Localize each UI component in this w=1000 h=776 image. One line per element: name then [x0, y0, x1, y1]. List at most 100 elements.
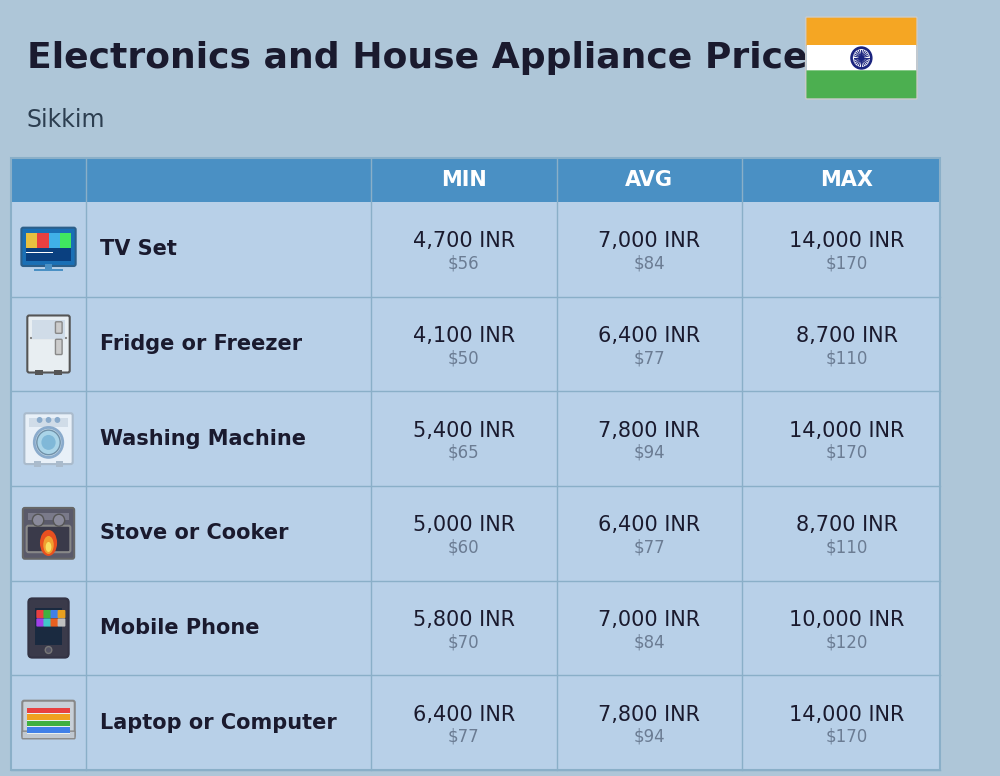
Bar: [54, 369, 62, 375]
Text: 7,800 INR: 7,800 INR: [598, 421, 700, 441]
Bar: [34, 461, 41, 467]
Text: 14,000 INR: 14,000 INR: [789, 231, 904, 251]
Bar: [11, 158, 940, 770]
Text: Stove or Cooker: Stove or Cooker: [100, 523, 288, 543]
Text: $120: $120: [825, 633, 868, 651]
Text: 5,000 INR: 5,000 INR: [413, 515, 515, 535]
Bar: [11, 675, 940, 770]
Text: $94: $94: [633, 728, 665, 746]
FancyBboxPatch shape: [55, 339, 62, 355]
Bar: [27, 715, 70, 720]
Text: 6,400 INR: 6,400 INR: [413, 705, 515, 725]
Circle shape: [55, 417, 60, 423]
Circle shape: [859, 56, 863, 60]
Text: $84: $84: [633, 633, 665, 651]
FancyBboxPatch shape: [27, 525, 70, 553]
FancyBboxPatch shape: [22, 731, 75, 739]
Text: $50: $50: [448, 349, 480, 367]
Bar: [35, 369, 43, 375]
FancyBboxPatch shape: [22, 701, 75, 737]
Text: TV Set: TV Set: [100, 239, 177, 259]
Ellipse shape: [43, 536, 54, 554]
Text: $60: $60: [448, 539, 480, 556]
Circle shape: [41, 435, 56, 450]
Bar: [60, 233, 71, 248]
Text: 8,700 INR: 8,700 INR: [796, 326, 898, 346]
Text: $65: $65: [448, 444, 480, 462]
Text: 4,700 INR: 4,700 INR: [413, 231, 515, 251]
Text: 14,000 INR: 14,000 INR: [789, 705, 904, 725]
Text: $77: $77: [633, 539, 665, 556]
Text: 14,000 INR: 14,000 INR: [789, 421, 904, 441]
Text: 6,400 INR: 6,400 INR: [598, 326, 700, 346]
Bar: [34, 269, 63, 272]
Bar: [11, 296, 940, 391]
Text: 10,000 INR: 10,000 INR: [789, 610, 904, 630]
Text: $170: $170: [826, 728, 868, 746]
Text: $170: $170: [826, 444, 868, 462]
Bar: [29, 418, 68, 427]
Bar: [28, 513, 69, 520]
Circle shape: [34, 428, 63, 457]
Bar: [11, 158, 940, 202]
Bar: [26, 233, 37, 248]
FancyBboxPatch shape: [58, 610, 65, 618]
Text: $56: $56: [448, 255, 480, 272]
Bar: [27, 708, 70, 713]
Bar: [11, 486, 940, 580]
Circle shape: [32, 514, 44, 526]
Text: 4,100 INR: 4,100 INR: [413, 326, 515, 346]
Text: 8,700 INR: 8,700 INR: [796, 515, 898, 535]
Bar: [49, 233, 60, 248]
Bar: [45, 264, 52, 272]
Bar: [11, 202, 940, 296]
Circle shape: [53, 514, 65, 526]
Bar: [26, 250, 71, 251]
Text: Washing Machine: Washing Machine: [100, 428, 306, 449]
Text: Electronics and House Appliance Prices: Electronics and House Appliance Prices: [27, 41, 829, 75]
Ellipse shape: [46, 542, 51, 552]
FancyBboxPatch shape: [24, 414, 73, 464]
Text: $110: $110: [825, 349, 868, 367]
FancyBboxPatch shape: [58, 618, 65, 626]
FancyBboxPatch shape: [36, 618, 44, 626]
Text: 5,800 INR: 5,800 INR: [413, 610, 515, 630]
Text: AVG: AVG: [625, 170, 673, 190]
Text: Laptop or Computer: Laptop or Computer: [100, 712, 337, 733]
Circle shape: [37, 417, 42, 423]
Circle shape: [46, 417, 51, 423]
Text: 7,000 INR: 7,000 INR: [598, 231, 700, 251]
Circle shape: [45, 646, 52, 653]
Text: Sikkim: Sikkim: [27, 108, 105, 132]
Bar: [56, 461, 63, 467]
Bar: [11, 580, 940, 675]
FancyBboxPatch shape: [51, 610, 58, 618]
Text: 5,400 INR: 5,400 INR: [413, 421, 515, 441]
FancyBboxPatch shape: [36, 610, 44, 618]
Bar: [11, 391, 940, 486]
Text: $70: $70: [448, 633, 480, 651]
Text: Fridge or Freezer: Fridge or Freezer: [100, 334, 302, 354]
Bar: [32, 320, 65, 339]
FancyBboxPatch shape: [51, 618, 58, 626]
Text: 7,800 INR: 7,800 INR: [598, 705, 700, 725]
Text: $77: $77: [633, 349, 665, 367]
Bar: [35, 608, 62, 645]
Text: 7,000 INR: 7,000 INR: [598, 610, 700, 630]
Bar: [37, 233, 49, 248]
Circle shape: [851, 47, 872, 69]
Text: Mobile Phone: Mobile Phone: [100, 618, 259, 638]
FancyBboxPatch shape: [43, 618, 51, 626]
FancyBboxPatch shape: [55, 322, 62, 334]
Bar: [807, 45, 916, 71]
Text: $110: $110: [825, 539, 868, 556]
FancyBboxPatch shape: [806, 71, 917, 99]
Text: $84: $84: [633, 255, 665, 272]
Text: MAX: MAX: [820, 170, 873, 190]
FancyBboxPatch shape: [27, 316, 70, 372]
Bar: [26, 233, 71, 261]
Text: $94: $94: [633, 444, 665, 462]
Circle shape: [37, 430, 60, 455]
FancyBboxPatch shape: [23, 508, 74, 559]
Bar: [27, 708, 70, 734]
